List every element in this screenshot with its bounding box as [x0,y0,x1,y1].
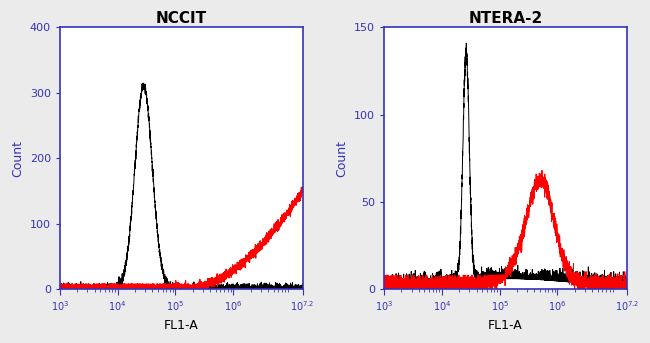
Title: NCCIT: NCCIT [155,11,207,26]
X-axis label: FL1-A: FL1-A [488,319,523,332]
Y-axis label: Count: Count [11,140,24,177]
Y-axis label: Count: Count [335,140,348,177]
Title: NTERA-2: NTERA-2 [468,11,543,26]
X-axis label: FL1-A: FL1-A [164,319,198,332]
